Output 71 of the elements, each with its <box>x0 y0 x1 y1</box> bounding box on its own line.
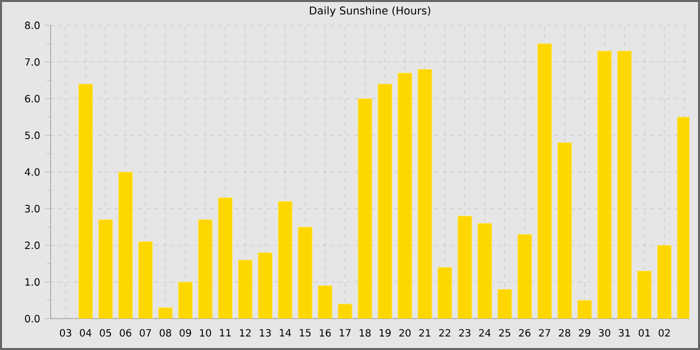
bar <box>438 267 452 319</box>
y-tick-label: 1.0 <box>25 278 40 286</box>
x-tick-label: 23 <box>459 329 470 337</box>
y-tick-label: 3.0 <box>25 204 40 212</box>
bar <box>78 84 93 319</box>
bar <box>158 307 173 319</box>
x-tick-label: 29 <box>578 329 590 337</box>
bar <box>378 84 392 319</box>
y-tick-label: 5.0 <box>25 132 40 140</box>
bar <box>617 50 632 319</box>
x-tick-label: 28 <box>558 329 570 337</box>
x-tick-label: 10 <box>200 329 212 337</box>
x-tick-label: 21 <box>419 329 430 336</box>
x-tick-label: 11 <box>220 329 231 336</box>
x-tick-label: 24 <box>479 329 491 336</box>
bar <box>477 223 492 319</box>
bar <box>358 98 372 319</box>
x-tick-label: 01 <box>638 329 650 337</box>
x-tick-label: 15 <box>300 329 311 337</box>
x-tick-label: 14 <box>280 329 291 336</box>
bar <box>178 282 193 319</box>
bar <box>198 219 213 319</box>
y-tick-label: 4.0 <box>24 168 40 176</box>
bar <box>218 197 233 319</box>
bar <box>577 300 592 319</box>
y-tick-label: 8.0 <box>25 22 40 30</box>
x-tick-label: 05 <box>100 329 112 337</box>
bar <box>338 304 352 319</box>
y-tick-label: 2.0 <box>25 242 40 250</box>
x-tick-label: 22 <box>439 329 450 336</box>
x-tick-label: 12 <box>240 329 251 336</box>
bar <box>418 69 432 319</box>
bar <box>398 72 412 319</box>
x-tick-label: 04 <box>80 329 92 337</box>
bar <box>657 245 672 319</box>
x-tick-label: 26 <box>519 329 530 337</box>
x-tick-label: 08 <box>160 329 172 337</box>
y-tick-label: 0.0 <box>25 314 40 322</box>
x-tick-label: 18 <box>360 329 371 337</box>
bar <box>497 289 512 319</box>
y-tick-label: 7.0 <box>25 58 40 66</box>
chart-title: Daily Sunshine (Hours) <box>310 6 430 17</box>
x-tick-label: 02 <box>658 329 670 337</box>
x-tick-label: 16 <box>320 329 331 337</box>
bar <box>458 216 472 319</box>
bar <box>537 43 552 319</box>
bar <box>98 219 113 319</box>
x-tick-label: 31 <box>618 329 630 337</box>
bar <box>597 50 612 319</box>
x-tick-label: 07 <box>140 329 151 337</box>
x-tick-label: 30 <box>598 329 610 337</box>
x-tick-label: 09 <box>180 329 192 337</box>
bar <box>637 270 652 319</box>
y-tick-label: 6.0 <box>25 94 40 102</box>
x-tick-label: 06 <box>120 329 132 337</box>
bar <box>278 201 292 319</box>
bar <box>557 142 572 319</box>
x-tick-label: 25 <box>499 329 510 337</box>
bar <box>238 260 253 319</box>
x-tick-label: 03 <box>60 329 72 337</box>
x-tick-label: 27 <box>539 329 550 336</box>
bar <box>517 234 532 319</box>
bar <box>138 241 153 319</box>
x-tick-label: 17 <box>340 329 351 336</box>
x-tick-label: 19 <box>380 329 391 337</box>
bar <box>298 226 312 319</box>
bar <box>258 252 272 319</box>
x-tick-label: 20 <box>399 329 411 337</box>
x-tick-label: 13 <box>260 329 271 337</box>
bar <box>318 285 332 319</box>
bar <box>118 172 133 319</box>
